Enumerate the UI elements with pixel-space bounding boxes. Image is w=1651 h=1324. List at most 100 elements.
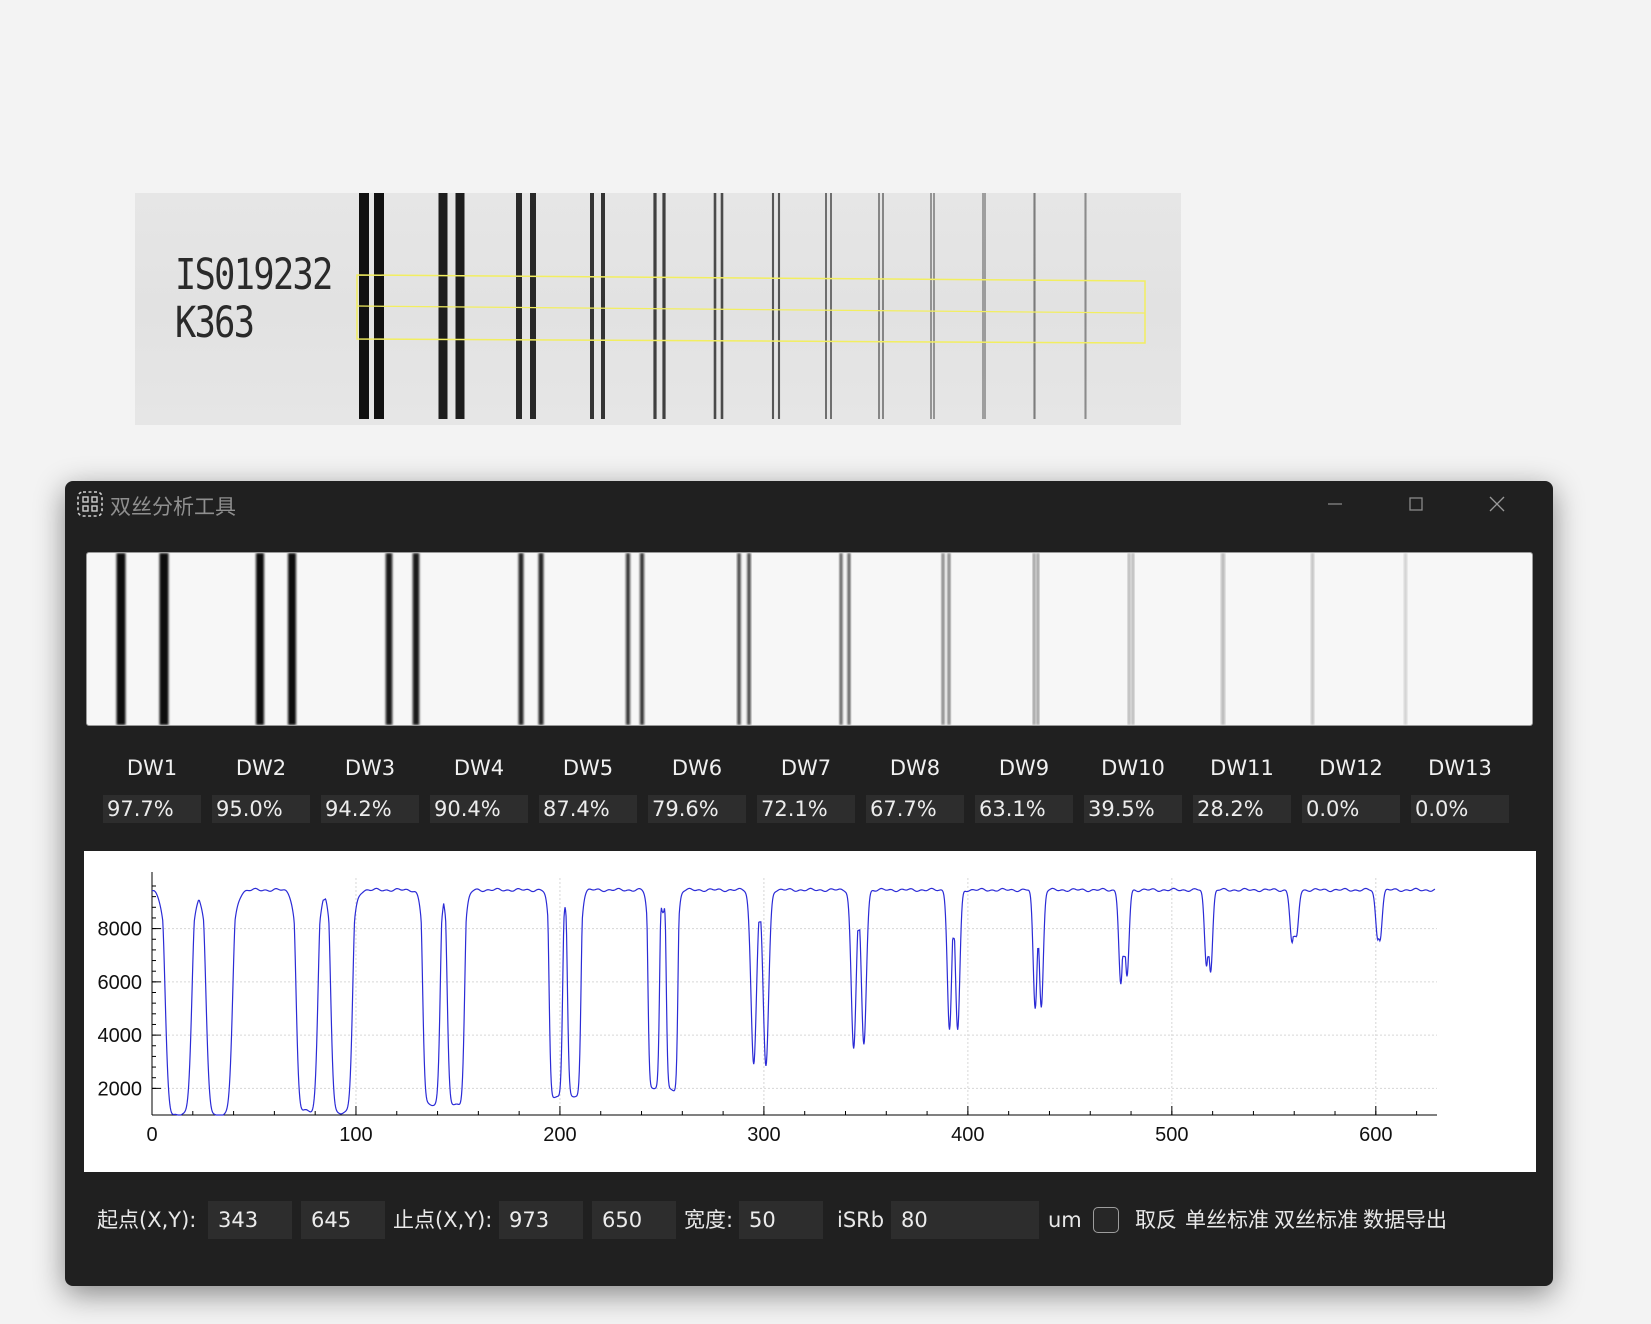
preview-line-pair (941, 553, 951, 725)
preview-line-pair (518, 553, 544, 725)
test-chart-line-pair (438, 193, 465, 419)
test-chart-line-pair (590, 193, 605, 419)
test-chart-line-pair (516, 193, 536, 419)
dip-markers (178, 938, 1380, 1115)
dw-label: DW8 (889, 756, 941, 780)
dw-value-field[interactable]: 90.4% (430, 795, 528, 823)
x-tick-label: 200 (543, 1124, 576, 1146)
profile-chart-svg: 0 100 200 300 400 500 600 2000 4000 6000 8000 (98, 872, 1437, 1146)
close-button[interactable] (1457, 481, 1537, 527)
dw-value-field[interactable]: 79.6% (648, 795, 746, 823)
dw-value-field[interactable]: 0.0% (1411, 795, 1509, 823)
preview-line-pair (385, 553, 420, 725)
dw-label: DW3 (344, 756, 396, 780)
end-x-field[interactable]: 973 (499, 1201, 583, 1239)
preview-line-pair (116, 553, 169, 725)
dw-item: DW1 97.7% (103, 753, 201, 823)
width-label: 宽度: (684, 1208, 734, 1232)
width-field[interactable]: 50 (739, 1201, 823, 1239)
dw-value-field[interactable]: 63.1% (975, 795, 1073, 823)
test-chart-line-pair (771, 193, 781, 419)
test-chart-line-pair (713, 193, 724, 419)
preview-line-pair (256, 553, 296, 725)
profile-line (151, 887, 1436, 1116)
dw-label: DW4 (453, 756, 505, 780)
minimize-icon (1328, 503, 1342, 505)
control-bar: 起点(X,Y): 343 645 止点(X,Y): 973 650 宽度: 50… (65, 1201, 1553, 1241)
test-chart-image: IS019232 K363 (135, 193, 1181, 425)
chart-grid (152, 878, 1437, 1115)
unit-label: um (1048, 1208, 1082, 1232)
dw-label: DW9 (998, 756, 1050, 780)
dw-value-field[interactable]: 0.0% (1302, 795, 1400, 823)
title-bar[interactable]: 双丝分析工具 (65, 481, 1553, 527)
invert-label[interactable]: 取反 (1135, 1208, 1177, 1232)
axis-minor-ticks (151, 885, 1418, 1115)
dw-value-field[interactable]: 67.7% (866, 795, 964, 823)
test-chart-line-pair (1033, 193, 1036, 419)
dashed-grid-icon (77, 491, 103, 517)
double-wire-standard-button[interactable]: 双丝标准 (1274, 1208, 1358, 1232)
start-x-field[interactable]: 343 (208, 1201, 292, 1239)
preview-line-pair (1220, 553, 1226, 725)
test-chart-label-line1: IS019232 (175, 250, 333, 300)
maximize-button[interactable] (1376, 481, 1456, 527)
minimize-button[interactable] (1295, 481, 1375, 527)
dw-label: DW1 (126, 756, 178, 780)
dw-label: DW11 (1210, 756, 1274, 780)
test-chart-line-pair (653, 193, 666, 419)
dw-item: DW5 87.4% (539, 753, 637, 823)
dw-item: DW4 90.4% (430, 753, 528, 823)
dw-item: DW12 0.0% (1302, 753, 1400, 823)
test-chart-label: IS019232 K363 (175, 250, 333, 348)
dw-value-field[interactable]: 87.4% (539, 795, 637, 823)
y-tick-label: 8000 (98, 919, 143, 941)
dw-item: DW3 94.2% (321, 753, 419, 823)
test-chart-line-pair (930, 193, 935, 419)
end-point-label: 止点(X,Y): (393, 1208, 493, 1232)
dw-item: DW9 63.1% (975, 753, 1073, 823)
invert-checkbox[interactable] (1093, 1207, 1119, 1233)
dw-label: DW13 (1428, 756, 1492, 780)
close-icon (1489, 496, 1505, 512)
dw-label: DW12 (1319, 756, 1383, 780)
dw-value-field[interactable]: 95.0% (212, 795, 310, 823)
dw-item: DW11 28.2% (1193, 753, 1291, 823)
dw-item: DW7 72.1% (757, 753, 855, 823)
x-tick-label: 600 (1359, 1124, 1392, 1146)
test-chart-line-pair (1084, 193, 1087, 419)
y-tick-label: 6000 (98, 972, 143, 994)
dw-value-field[interactable]: 28.2% (1193, 795, 1291, 823)
test-chart-line-pair (982, 193, 986, 419)
preview-line-pair (1310, 553, 1315, 725)
start-y-field[interactable]: 645 (301, 1201, 385, 1239)
dw-item: DW6 79.6% (648, 753, 746, 823)
dw-value-field[interactable]: 72.1% (757, 795, 855, 823)
dw-value-field[interactable]: 39.5% (1084, 795, 1182, 823)
single-wire-standard-button[interactable]: 单丝标准 (1185, 1208, 1269, 1232)
x-tick-label: 0 (146, 1124, 157, 1146)
preview-line-pair (737, 553, 751, 725)
dw-item: DW2 95.0% (212, 753, 310, 823)
dw-value-field[interactable]: 97.7% (103, 795, 201, 823)
export-data-button[interactable]: 数据导出 (1363, 1208, 1447, 1232)
x-tick-label: 500 (1155, 1124, 1188, 1146)
isrb-field[interactable]: 80 (891, 1201, 1039, 1239)
dw-results: DW1 97.7% DW2 95.0% DW3 94.2% DW4 90.4% DW5 87.4%… (103, 753, 1523, 837)
window-title: 双丝分析工具 (110, 495, 236, 519)
isrb-label: iSRb (837, 1208, 885, 1232)
dw-label: DW2 (235, 756, 287, 780)
y-tick-label: 2000 (98, 1078, 143, 1100)
preview-line-pair (1032, 553, 1040, 725)
test-chart-line-pair (878, 193, 884, 419)
profile-chart: 0 100 200 300 400 500 600 2000 4000 6000 8000 (84, 851, 1536, 1172)
dw-label: DW7 (780, 756, 832, 780)
preview-line-pair (839, 553, 851, 725)
dw-label: DW5 (562, 756, 614, 780)
x-tick-label: 400 (951, 1124, 984, 1146)
dw-item: DW8 67.7% (866, 753, 964, 823)
dw-label: DW10 (1101, 756, 1165, 780)
test-chart-label-line2: K363 (175, 298, 255, 348)
dw-value-field[interactable]: 94.2% (321, 795, 419, 823)
end-y-field[interactable]: 650 (592, 1201, 676, 1239)
